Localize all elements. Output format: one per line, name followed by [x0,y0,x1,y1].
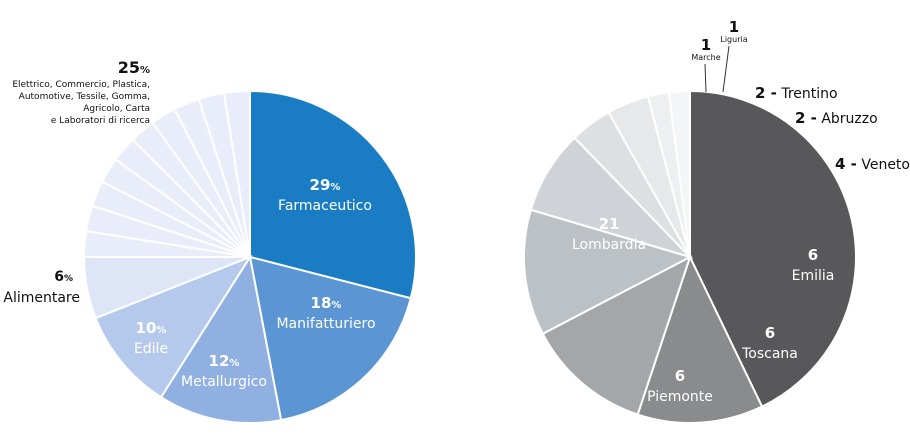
pie-slice-manifatturiero [248,255,412,422]
pie-slice-emilia [523,208,693,336]
value-label-piemonte: 6 [675,367,685,385]
category-label-others-line-2: Agricolo, Carta [83,104,150,114]
category-label-edile: Edile [134,341,168,357]
label-veneto: 4 - Veneto [835,155,910,173]
category-label-toscana: Toscana [741,346,798,362]
category-label-marche: Marche [691,53,720,62]
category-label-lombardia: Lombardia [572,237,646,253]
value-label-manifatturiero: 18% [311,294,342,312]
pie-slice-metallurgico [159,254,283,425]
value-label-alimentare: 6% [54,269,73,285]
label-trentino: 2 - Trentino [755,84,838,102]
value-label-marche: 1 [701,36,711,54]
pie-slice-edile [94,254,253,399]
category-label-others-line-1: Automotive, Tessile, Gomma, [19,92,150,102]
value-label-emilia: 6 [808,246,818,264]
leader-line-liguria [722,45,730,93]
value-label-others: 25% [118,58,150,77]
value-label-toscana: 6 [765,324,775,342]
pie-slice-lombardia [689,89,857,408]
category-label-liguria: Liguria [720,35,747,44]
leader-line-marche [704,63,707,93]
pie-labels: 29% Farmaceutico 18% Manifatturiero 12% Metal… [3,18,910,405]
pie-slice-toscana [541,254,692,416]
category-label-others-line-0: Elettrico, Commercio, Plastica, [12,80,150,90]
pie-slice-marche [667,89,691,258]
pie-slice-piemonte [636,254,764,424]
category-label-alimentare: Alimentare [3,290,80,306]
value-label-metallurgico: 12% [209,352,240,370]
category-label-metallurgico: Metallurgico [181,374,267,390]
category-label-emilia: Emilia [792,268,835,284]
category-label-others-line-3: e Laboratori di ricerca [51,116,150,126]
value-label-lombardia: 21 [599,215,620,233]
value-label-edile: 10% [136,319,167,337]
category-label-farmaceutico: Farmaceutico [278,198,372,214]
category-label-manifatturiero: Manifatturiero [276,316,375,332]
value-label-liguria: 1 [729,18,739,36]
pie-slice-farmaceutico [249,89,417,300]
label-abruzzo: 2 - Abruzzo [795,109,878,127]
pie-slice-other-5-9 [222,89,251,258]
pie-chart-sectors [82,89,417,425]
pie-chart-regions [523,89,857,424]
category-label-piemonte: Piemonte [647,389,713,405]
value-label-farmaceutico: 29% [310,176,341,194]
